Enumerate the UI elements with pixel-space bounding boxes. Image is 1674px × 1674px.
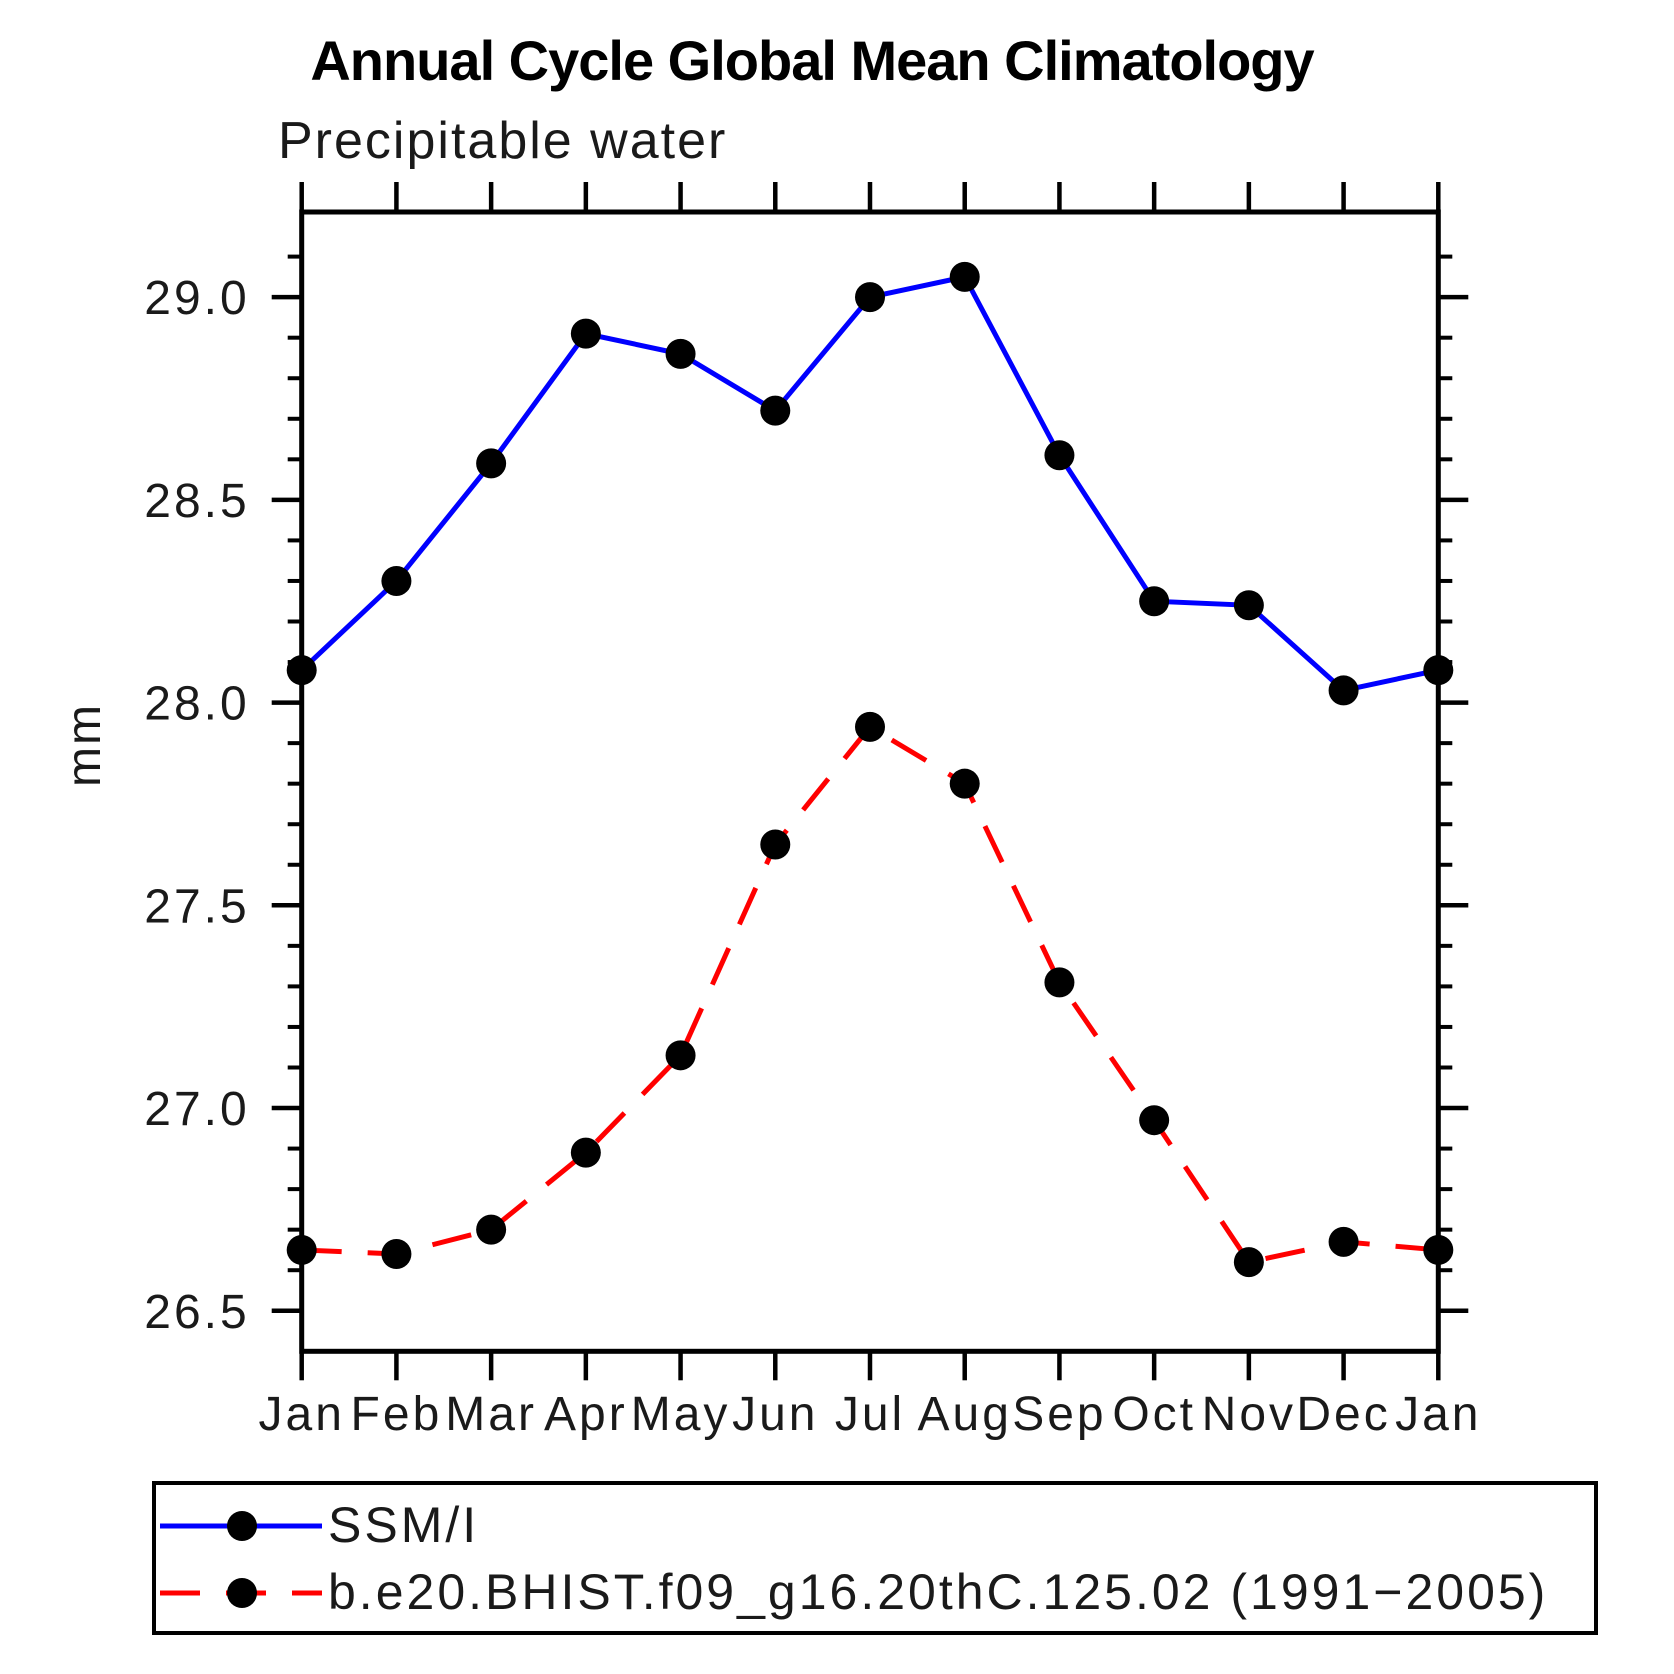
y-axis-label: mm [58, 703, 111, 787]
series-line-0 [299, 274, 1439, 694]
plot-border [299, 209, 1441, 1354]
data-point [1044, 967, 1075, 998]
x-tick-label: May [631, 1388, 731, 1441]
series-line-1 [301, 723, 1439, 1265]
x-tick-label: Mar [445, 1388, 537, 1441]
legend-marker-0 [227, 1511, 257, 1541]
data-point [570, 1137, 601, 1168]
data-point [760, 395, 791, 426]
x-tick-label: Apr [544, 1388, 628, 1441]
x-tick-label: Nov [1202, 1388, 1296, 1441]
y-tick-label: 28.0 [144, 678, 249, 731]
data-point [949, 261, 980, 292]
x-tick-labels: Jan Feb Mar Apr May Jun Jul Aug Sep Oct Nov Dec Jan [259, 1388, 1481, 1441]
data-point [1139, 1105, 1170, 1136]
y-tick-label: 27.0 [144, 1083, 249, 1136]
data-point [1423, 655, 1454, 686]
data-point [1233, 1247, 1264, 1278]
data-point [1423, 1234, 1454, 1265]
x-tick-label: Jul [835, 1388, 905, 1441]
data-point [1233, 590, 1264, 621]
data-point [381, 565, 412, 596]
chart-subtitle: Precipitable water [278, 112, 727, 170]
legend-marker-1 [227, 1578, 257, 1608]
data-point [855, 282, 885, 313]
data-point [570, 318, 601, 349]
y-tick-label: 26.5 [144, 1286, 249, 1339]
data-point [286, 655, 317, 686]
data-point [1328, 1226, 1359, 1257]
data-point [1139, 586, 1170, 617]
data-point [760, 829, 791, 860]
x-tick-label: Feb [351, 1388, 443, 1441]
data-point [665, 338, 696, 369]
legend-label-1: b.e20.BHIST.f09_g16.20thC.125.02 (1991−2… [328, 1564, 1548, 1620]
y-tick-label: 28.5 [144, 475, 249, 528]
x-tick-label: Sep [1012, 1388, 1106, 1441]
data-point [286, 1234, 317, 1265]
x-tick-label: Jun [732, 1388, 818, 1441]
x-tick-label: Aug [918, 1388, 1012, 1441]
axis-ticks [271, 182, 1469, 1381]
legend-label-0: SSM/I [328, 1497, 479, 1553]
x-tick-label: Dec [1296, 1388, 1390, 1441]
data-series [286, 261, 1454, 1278]
data-point [1328, 675, 1359, 706]
data-point [949, 768, 980, 799]
data-point [381, 1238, 412, 1269]
x-tick-label: Jan [1395, 1388, 1481, 1441]
legend: SSM/I b.e20.BHIST.f09_g16.20thC.125.02 (1… [152, 1481, 1598, 1635]
y-tick-labels: 26.5 27.0 27.5 28.0 28.5 29.0 [144, 272, 249, 1339]
chart-title: Annual Cycle Global Mean Climatology [310, 29, 1314, 92]
x-tick-label: Jan [259, 1388, 345, 1441]
plot-frame [299, 209, 1441, 1354]
y-tick-label: 27.5 [144, 880, 249, 933]
data-point [476, 448, 507, 479]
x-tick-label: Oct [1112, 1388, 1196, 1441]
legend-box [152, 1481, 1598, 1635]
data-point [855, 711, 885, 742]
data-point [1044, 440, 1075, 471]
data-point [476, 1214, 507, 1245]
y-tick-label: 29.0 [144, 272, 249, 325]
data-point [665, 1040, 696, 1071]
